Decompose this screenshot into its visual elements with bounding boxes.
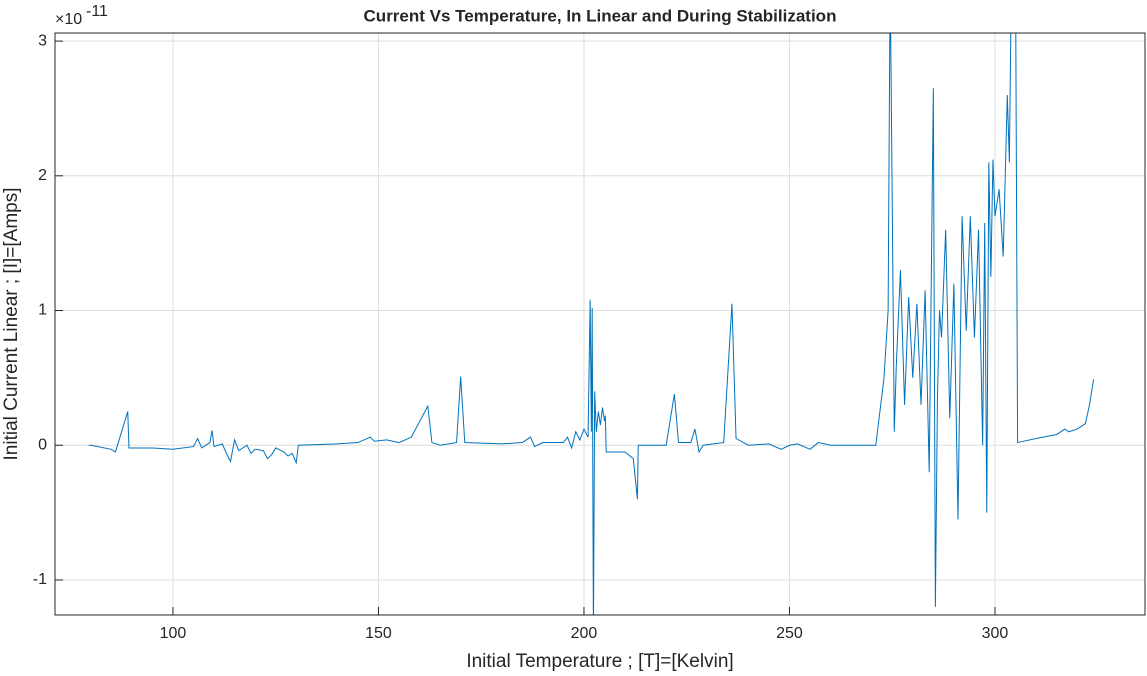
y-tick-label: 3: [38, 32, 47, 49]
axes-box: [54, 32, 1146, 616]
y-tick-label: 1: [38, 302, 47, 319]
x-axis-label: Initial Temperature ; [T]=[Kelvin]: [466, 651, 733, 672]
x-tick-label: 300: [982, 625, 1009, 642]
data-line: [88, 33, 1095, 615]
y-tick-label: -1: [33, 571, 47, 588]
x-tick-label: 150: [365, 625, 392, 642]
y-tick-label: 2: [38, 167, 47, 184]
x-tick-label: 100: [160, 625, 187, 642]
chart-title: Current Vs Temperature, In Linear and Du…: [364, 6, 837, 25]
x-tick-label: 200: [571, 625, 598, 642]
x-tick-label: 250: [776, 625, 803, 642]
y-exponent-base: ×10: [55, 11, 82, 28]
y-tick-label: 0: [38, 436, 47, 453]
y-axis-label: Initial Current Linear ; [I]=[Amps]: [1, 188, 22, 461]
y-exponent: -11: [86, 3, 108, 20]
